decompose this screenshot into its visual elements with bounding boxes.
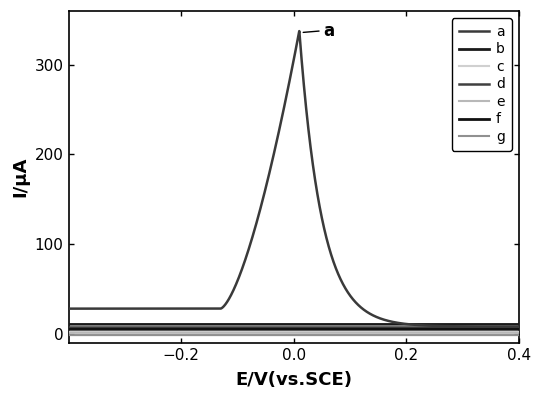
X-axis label: E/V(vs.SCE): E/V(vs.SCE) [235, 371, 352, 389]
Y-axis label: I/μA: I/μA [11, 157, 29, 197]
Legend: a, b, c, d, e, f, g: a, b, c, d, e, f, g [451, 18, 512, 151]
Text: a: a [324, 22, 334, 40]
